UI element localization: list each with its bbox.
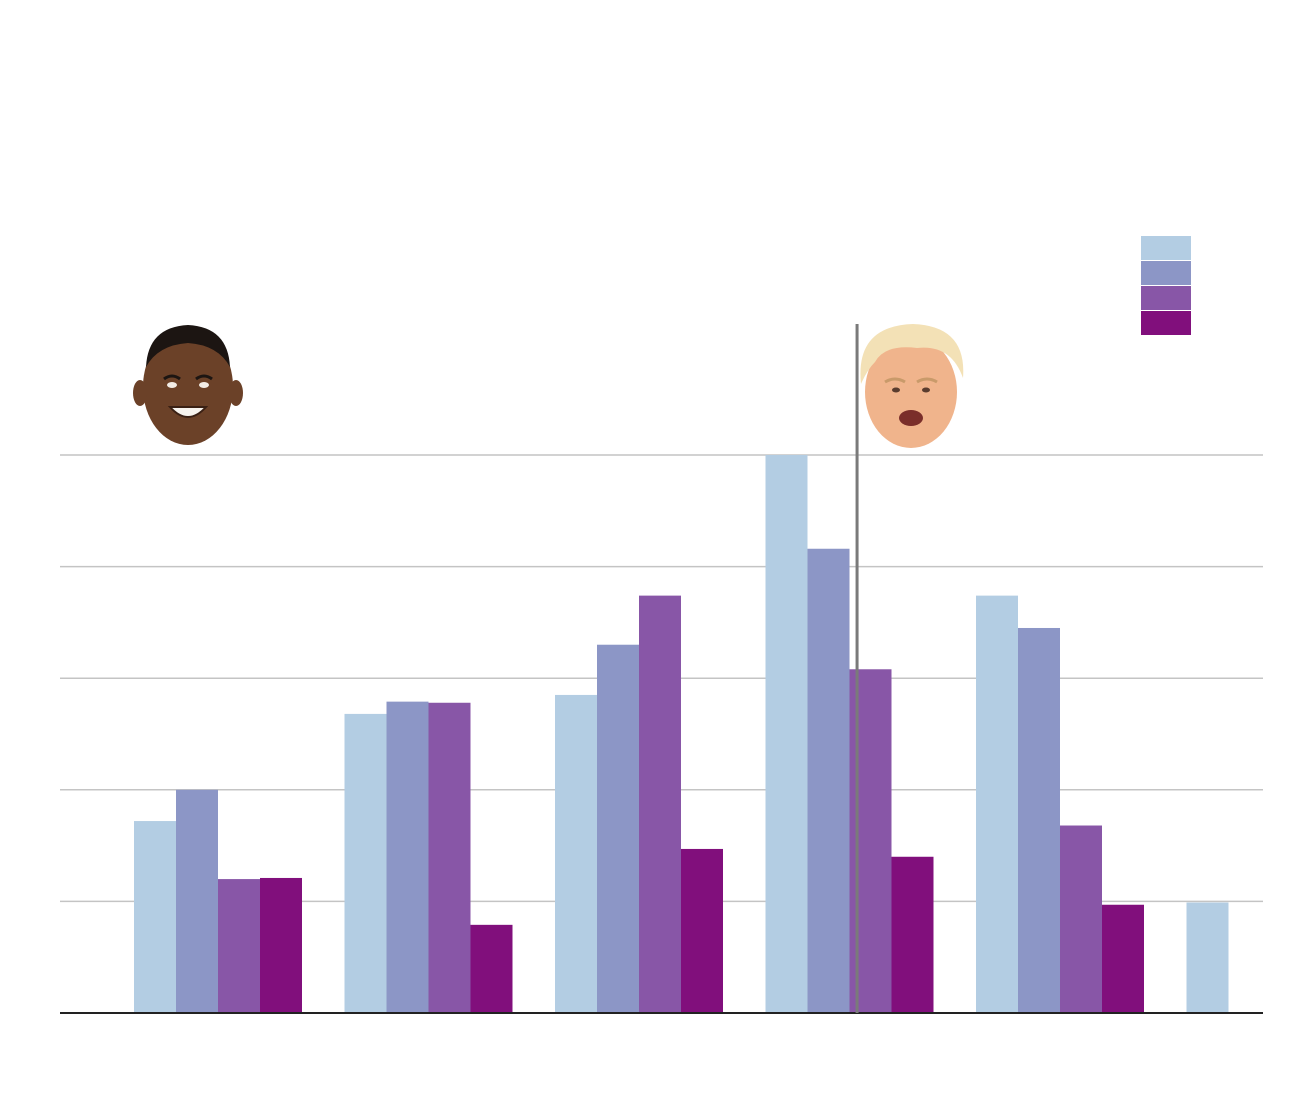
bar	[134, 821, 176, 1013]
bar	[1102, 904, 1144, 1013]
bar	[176, 789, 218, 1013]
bar	[597, 644, 639, 1013]
bar	[555, 694, 597, 1013]
legend	[1141, 236, 1191, 335]
bar	[976, 595, 1018, 1013]
bar	[1060, 825, 1102, 1013]
bar	[218, 879, 260, 1013]
bar	[386, 701, 429, 1013]
bar	[639, 595, 681, 1013]
bar	[344, 713, 387, 1013]
legend-swatch	[1141, 286, 1191, 310]
bar	[891, 856, 934, 1013]
bar	[1186, 902, 1229, 1013]
bar	[807, 548, 850, 1013]
bar	[470, 924, 513, 1013]
bar	[681, 848, 723, 1013]
legend-swatch	[1141, 261, 1191, 285]
legend-swatch	[1141, 311, 1191, 335]
bar	[1018, 627, 1060, 1013]
bar	[260, 877, 302, 1013]
legend-swatch	[1141, 236, 1191, 260]
bar	[428, 702, 471, 1013]
bars	[134, 455, 1229, 1013]
portrait-right-icon	[860, 324, 964, 448]
bar	[765, 455, 808, 1013]
portrait-left-icon	[133, 325, 243, 445]
